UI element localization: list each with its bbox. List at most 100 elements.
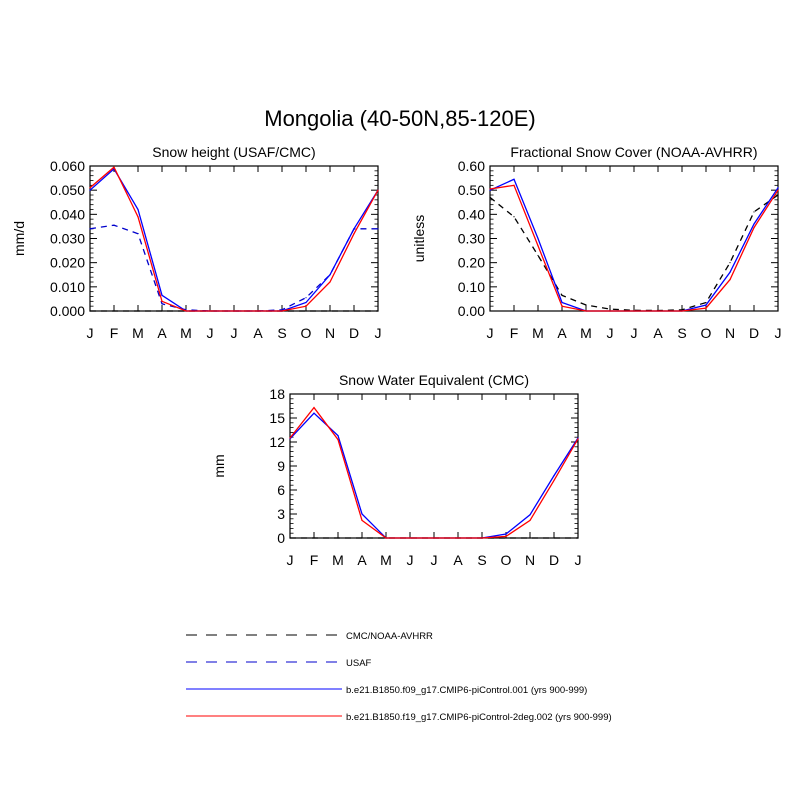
x-tick-label: J — [607, 325, 614, 341]
data-point — [657, 310, 659, 312]
series-line-b-e21-b1850-f19-g17-cmip6-picontrol-2deg-002-yrs-900-999 — [89, 166, 379, 312]
data-point — [577, 438, 579, 440]
x-tick-label: J — [431, 552, 438, 568]
data-point — [305, 310, 307, 312]
data-point — [609, 310, 611, 312]
data-point — [505, 533, 507, 535]
chart-panel-3: Snow Water Equivalent (CMC)mmJ F M A M J J A S O N… — [211, 372, 582, 568]
data-point — [489, 196, 491, 199]
data-point — [681, 309, 683, 311]
series-line-b-e21-b1850-f09-g17-cmip6-picontrol-001-yrs-900-999 — [89, 167, 379, 312]
data-point — [433, 537, 435, 539]
data-point — [361, 537, 363, 539]
data-point — [777, 194, 779, 196]
data-point — [513, 216, 515, 218]
y-tick-label: 0.10 — [458, 279, 485, 295]
legend-item: b.e21.B1850.f09_g17.CMIP6-piControl.001 … — [186, 685, 587, 696]
data-point — [161, 303, 163, 305]
data-point — [777, 187, 779, 189]
plot-frame — [289, 393, 579, 539]
data-point — [585, 304, 587, 306]
x-tick-label: J — [575, 552, 582, 568]
y-tick-label: 15 — [269, 410, 285, 426]
data-point — [361, 519, 363, 522]
x-tick-label: A — [557, 325, 567, 341]
x-tick-label: M — [380, 552, 392, 568]
y-axis-label: mm/d — [11, 221, 27, 256]
y-tick-label: 6 — [277, 482, 285, 498]
data-point — [161, 300, 163, 302]
x-tick-label: N — [725, 325, 735, 341]
data-point — [633, 310, 635, 312]
data-point — [529, 519, 531, 522]
x-tick-label: F — [510, 325, 519, 341]
series-line-cmc-noaa-avhrr — [489, 194, 779, 312]
data-point — [681, 310, 683, 312]
data-point — [489, 189, 491, 191]
data-point — [305, 297, 307, 299]
y-tick-label: 0.000 — [50, 303, 85, 319]
data-point — [777, 189, 779, 191]
legend: CMC/NOAA-AVHRR USAF b.e21.B1850.f09_g17.CM… — [186, 631, 612, 723]
y-tick-label: 18 — [269, 386, 285, 402]
data-point — [729, 262, 731, 264]
data-point — [161, 294, 163, 296]
data-point — [705, 304, 707, 306]
x-tick-label: J — [487, 325, 494, 341]
x-tick-label: S — [677, 325, 686, 341]
chart-panel-2: Fractional Snow Cover (NOAA-AVHRR) unitle… — [411, 144, 782, 341]
data-point — [313, 412, 315, 414]
data-point — [329, 310, 331, 312]
x-tick-label: J — [631, 325, 638, 341]
x-tick-label: M — [580, 325, 592, 341]
y-tick-label: 0.30 — [458, 231, 485, 247]
y-tick-label: 0.020 — [50, 255, 85, 271]
plot-frame — [489, 165, 779, 312]
data-point — [553, 537, 555, 539]
y-tick-label: 0.40 — [458, 206, 485, 222]
data-point — [377, 310, 379, 312]
x-tick-label: J — [231, 325, 238, 341]
x-tick-label: J — [375, 325, 382, 341]
x-tick-label: J — [407, 552, 414, 568]
chart-title: Fractional Snow Cover (NOAA-AVHRR) — [510, 144, 757, 160]
x-tick-label: J — [775, 325, 782, 341]
data-point — [89, 228, 91, 230]
x-tick-label: O — [701, 325, 712, 341]
y-axis-label: mm — [211, 454, 227, 477]
data-point — [161, 310, 163, 312]
legend-label: b.e21.B1850.f19_g17.CMIP6-piControl-2deg… — [346, 712, 612, 723]
series-line-usaf — [89, 224, 378, 312]
y-tick-label: 0.050 — [50, 182, 85, 198]
x-tick-label: J — [87, 325, 94, 341]
legend-label: USAF — [346, 658, 372, 669]
x-tick-label: J — [207, 325, 214, 341]
y-tick-label: 0.060 — [50, 158, 85, 174]
data-point — [113, 224, 115, 226]
series-line-b-e21-b1850-f09-g17-cmip6-picontrol-001-yrs-900-999 — [289, 412, 579, 539]
y-tick-label: 0.50 — [458, 182, 485, 198]
data-point — [329, 274, 331, 276]
data-point — [89, 187, 91, 189]
data-point — [281, 310, 283, 312]
legend-label: b.e21.B1850.f09_g17.CMIP6-piControl.001 … — [346, 685, 587, 696]
figure-title: Mongolia (40-50N,85-120E) — [264, 106, 536, 131]
y-tick-label: 0.60 — [458, 158, 485, 174]
data-point — [337, 537, 339, 539]
chart-panel-1: Snow height (USAF/CMC)mm/dJ F M A M J J A S O N D J0… — [11, 144, 382, 341]
data-point — [561, 301, 563, 304]
data-point — [337, 439, 339, 441]
data-point — [305, 305, 307, 307]
data-point — [89, 189, 91, 191]
x-tick-label: A — [157, 325, 167, 341]
legend-label: CMC/NOAA-AVHRR — [346, 631, 433, 642]
y-tick-label: 3 — [277, 506, 285, 522]
data-point — [553, 479, 555, 481]
legend-item: CMC/NOAA-AVHRR — [186, 631, 433, 642]
data-point — [377, 189, 379, 191]
data-point — [137, 216, 139, 218]
data-point — [609, 308, 611, 310]
x-tick-label: A — [357, 552, 367, 568]
x-tick-label: S — [477, 552, 486, 568]
